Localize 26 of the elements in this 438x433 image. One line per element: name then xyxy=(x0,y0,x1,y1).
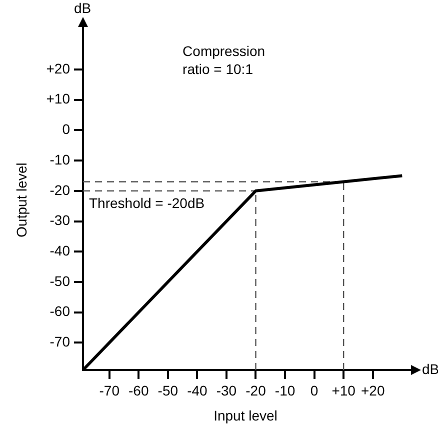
x-tick-label: -70 xyxy=(99,382,120,398)
x-tick-label: +10 xyxy=(332,382,356,398)
y-tick-label: -40 xyxy=(50,242,70,258)
y-tick-label: -50 xyxy=(50,272,70,289)
annotation: Threshold = -20dB xyxy=(89,194,205,211)
y-tick-label: -10 xyxy=(50,151,70,168)
y-tick-label: -20 xyxy=(50,182,70,198)
text: dB xyxy=(74,0,92,16)
x-tick-label: +20 xyxy=(360,382,385,398)
annotation: Compression ratio = 10:1 xyxy=(182,43,266,78)
x-tick-label: -60 xyxy=(128,382,149,398)
y-tick-label: -30 xyxy=(50,212,70,228)
y-tick-label: -70 xyxy=(50,334,70,350)
x-tick-label: -20 xyxy=(246,382,266,398)
x-tick-label: -10 xyxy=(274,382,296,398)
y-tick-label: 0 xyxy=(62,121,70,138)
y-tick-label: +10 xyxy=(46,90,70,107)
text: dB xyxy=(422,360,438,377)
x-axis-title: Input level xyxy=(214,407,278,424)
y-tick-label: -60 xyxy=(50,303,70,320)
x-tick-label: -30 xyxy=(216,382,237,398)
x-tick-label: 0 xyxy=(310,382,318,398)
x-tick-label: -40 xyxy=(187,382,208,398)
y-tick-label: +20 xyxy=(46,60,70,76)
x-tick-label: -50 xyxy=(158,382,178,398)
y-axis-title: Output level xyxy=(13,162,30,238)
